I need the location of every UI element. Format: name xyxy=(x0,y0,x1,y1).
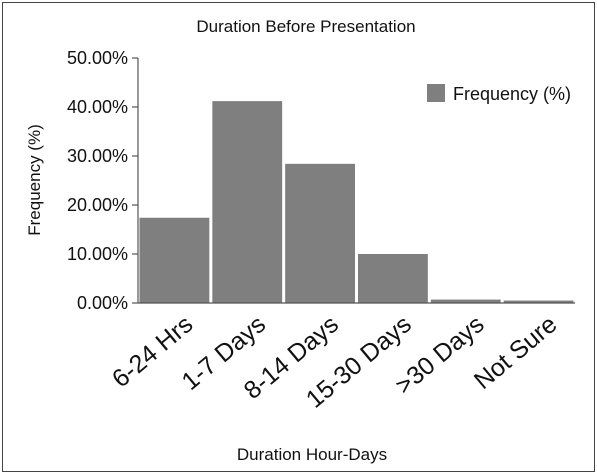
y-tick-label: 40.00% xyxy=(67,97,128,117)
bar xyxy=(358,254,428,303)
x-axis-title: Duration Hour-Days xyxy=(237,445,387,464)
chart-title: Duration Before Presentation xyxy=(196,17,415,36)
y-tick-label: 20.00% xyxy=(67,195,128,215)
legend-label: Frequency (%) xyxy=(453,84,571,104)
bar-series xyxy=(139,101,574,304)
y-axis-ticks: 0.00% 10.00% 20.00% 30.00% 40.00% 50.00% xyxy=(67,48,138,313)
legend-swatch xyxy=(427,84,445,102)
y-tick-label: 0.00% xyxy=(77,293,128,313)
legend: Frequency (%) xyxy=(427,84,571,104)
y-axis-title: Frequency (%) xyxy=(25,124,44,235)
x-tick-label: Not Sure xyxy=(469,310,563,395)
bar xyxy=(503,300,574,303)
bar xyxy=(430,299,501,303)
y-tick-label: 50.00% xyxy=(67,48,128,68)
y-tick-label: 10.00% xyxy=(67,244,128,264)
bar xyxy=(285,163,355,303)
bar xyxy=(212,101,283,304)
bar xyxy=(139,217,210,303)
y-tick-label: 30.00% xyxy=(67,146,128,166)
